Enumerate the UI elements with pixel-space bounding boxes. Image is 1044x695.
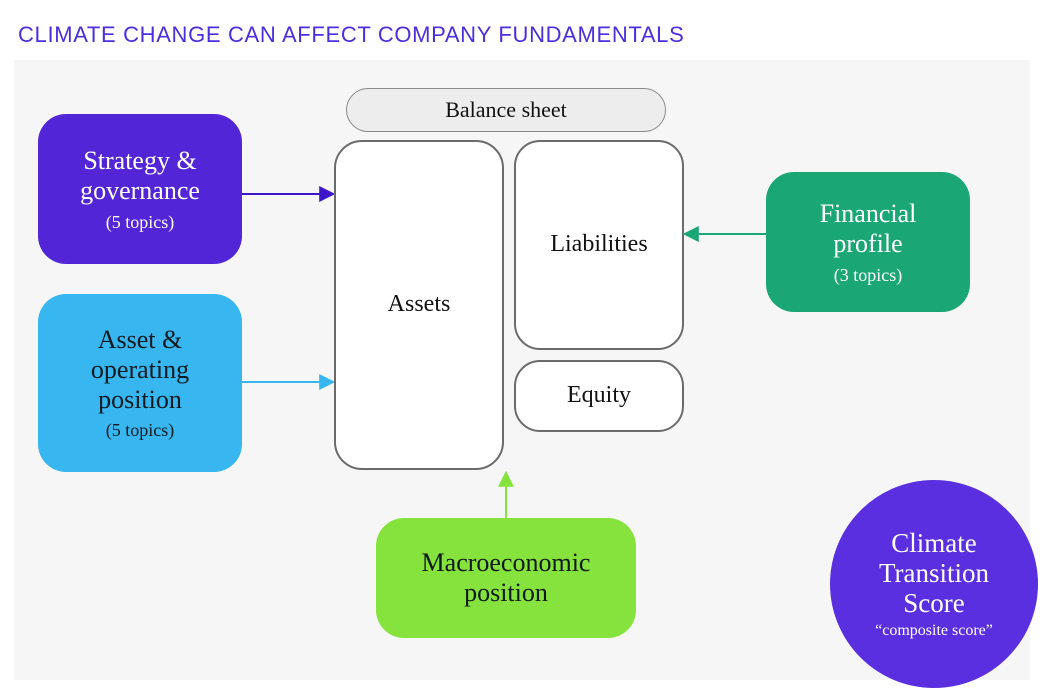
node-asset_op-label: Asset & operating position	[56, 325, 224, 415]
score-line2: Transition	[879, 558, 989, 588]
node-asset_op: Asset & operating position (5 topics)	[38, 294, 242, 472]
score-line3: Score	[903, 588, 964, 618]
page-title: CLIMATE CHANGE CAN AFFECT COMPANY FUNDAM…	[18, 22, 684, 48]
climate-transition-score-badge: ClimateTransitionScore “composite score”	[830, 480, 1038, 688]
score-line1: Climate	[891, 528, 976, 558]
node-asset_op-sublabel: (5 topics)	[106, 420, 174, 441]
node-macro: Macroeconomic position	[376, 518, 636, 638]
node-equity: Equity	[514, 360, 684, 432]
node-balance_sheet_label: Balance sheet	[346, 88, 666, 132]
score-sub: “composite score”	[875, 622, 993, 640]
node-strategy: Strategy & governance (5 topics)	[38, 114, 242, 264]
node-assets-label: Assets	[388, 291, 451, 319]
node-assets: Assets	[334, 140, 504, 470]
node-macro-label: Macroeconomic position	[394, 548, 618, 608]
node-strategy-label: Strategy & governance	[56, 146, 224, 206]
node-liabilities-label: Liabilities	[550, 231, 647, 259]
node-liabilities: Liabilities	[514, 140, 684, 350]
node-financial-label: Financial profile	[784, 199, 952, 259]
node-equity-label: Equity	[567, 382, 631, 410]
node-financial: Financial profile (3 topics)	[766, 172, 970, 312]
node-strategy-sublabel: (5 topics)	[106, 212, 174, 233]
diagram-canvas: Balance sheet Assets Liabilities Equity Stra…	[14, 60, 1030, 680]
node-balance_sheet_label-label: Balance sheet	[445, 97, 567, 122]
node-financial-sublabel: (3 topics)	[834, 265, 902, 286]
